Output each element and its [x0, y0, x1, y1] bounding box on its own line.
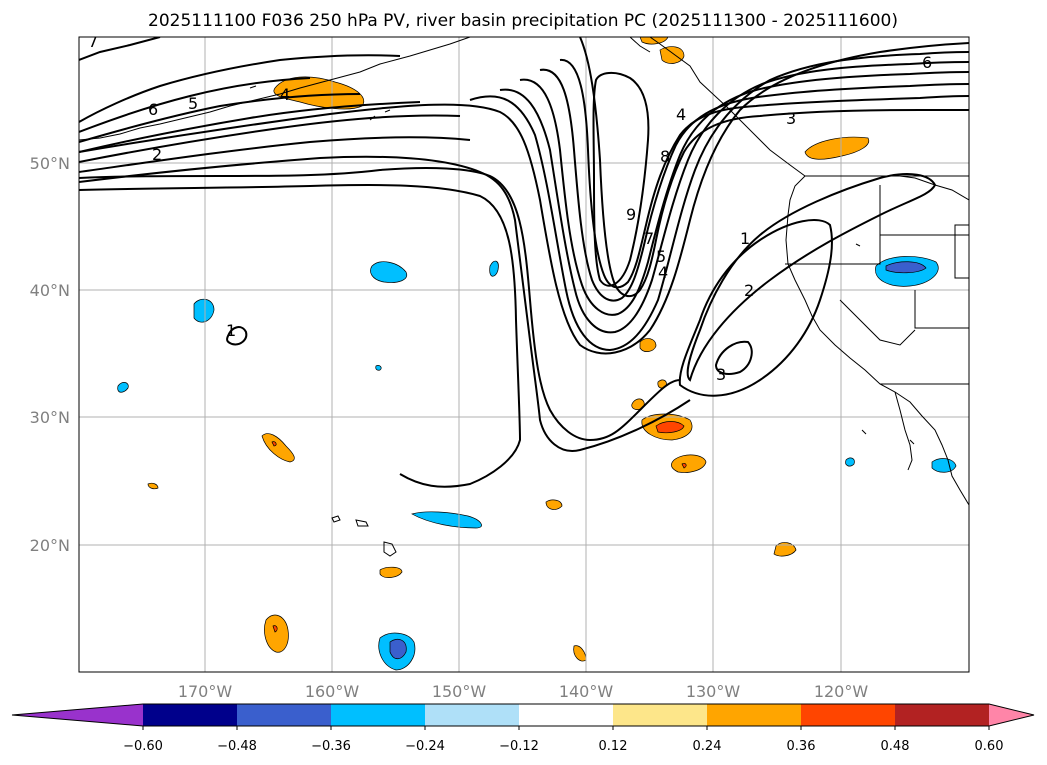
contour-label: 2	[152, 145, 162, 164]
lon-label: 160°W	[305, 682, 360, 701]
contour-label: 4	[676, 105, 686, 124]
colorbar-segment	[331, 704, 426, 726]
colorbar-segment	[237, 704, 332, 726]
colorbar-tick-label: 0.60	[975, 739, 1004, 754]
colorbar-segment	[519, 704, 614, 726]
contour-label: 4	[658, 263, 668, 282]
colorbar-tick-label: 0.36	[787, 739, 816, 754]
colorbar-tick-label: 0.12	[599, 739, 628, 754]
lat-label: 20°N	[30, 536, 70, 555]
precip-shading	[117, 37, 957, 671]
contour-label: 3	[786, 109, 796, 128]
contour-label: 8	[660, 147, 670, 166]
colorbar: −0.60 −0.48 −0.36 −0.24 −0.12 0.12 0.24 0.36 0.4…	[11, 703, 1035, 754]
coastlines	[79, 37, 969, 557]
contour-label: 3	[716, 365, 726, 384]
colorbar-tick-label: −0.24	[405, 739, 445, 754]
colorbar-segment	[143, 704, 238, 726]
lon-label: 120°W	[814, 682, 869, 701]
map-area: 7 6 5 4 2 1 9 7 8 4 3 6 5 4 2 1 3	[79, 32, 969, 672]
colorbar-segment	[895, 704, 990, 726]
colorbar-tick-label: 0.48	[881, 739, 910, 754]
lon-label: 140°W	[559, 682, 614, 701]
colorbar-tick-label: −0.36	[311, 739, 351, 754]
colorbar-segment	[707, 704, 802, 726]
colorbar-segment	[425, 704, 520, 726]
longitude-labels: 170°W 160°W 150°W 140°W 130°W 120°W	[178, 682, 869, 701]
colorbar-segment	[613, 704, 708, 726]
lon-label: 170°W	[178, 682, 233, 701]
contour-label: 5	[656, 247, 666, 266]
contour-label: 6	[148, 100, 158, 119]
map-frame	[78, 36, 970, 673]
contour-label: 4	[280, 85, 290, 104]
colorbar-extend-low	[12, 704, 143, 726]
contour-label: 7	[88, 32, 98, 51]
lon-label: 150°W	[432, 682, 487, 701]
lat-label: 30°N	[30, 408, 70, 427]
colorbar-extend-high	[989, 704, 1034, 726]
colorbar-tick-label: −0.12	[499, 739, 539, 754]
lon-label: 130°W	[686, 682, 741, 701]
contour-label: 1	[226, 321, 236, 340]
colorbar-tick-label: 0.24	[693, 739, 722, 754]
lat-label: 50°N	[30, 154, 70, 173]
gridlines	[79, 37, 969, 672]
contour-label: 5	[188, 94, 198, 113]
contour-label: 2	[744, 281, 754, 300]
contour-label: 7	[644, 229, 654, 248]
latitude-labels: 50°N 40°N 30°N 20°N	[30, 154, 70, 555]
lat-label: 40°N	[30, 281, 70, 300]
colorbar-segment	[801, 704, 896, 726]
contour-label: 9	[626, 205, 636, 224]
contour-label: 1	[740, 229, 750, 248]
pv-contours	[79, 37, 969, 488]
figure-title: 2025111100 F036 250 hPa PV, river basin …	[148, 11, 898, 31]
colorbar-tick-label: −0.48	[217, 739, 257, 754]
pv-contour-labels: 7 6 5 4 2 1 9 7 8 4 3 6 5 4 2 1 3	[88, 32, 932, 384]
colorbar-tick-label: −0.60	[123, 739, 163, 754]
contour-label: 6	[922, 53, 932, 72]
